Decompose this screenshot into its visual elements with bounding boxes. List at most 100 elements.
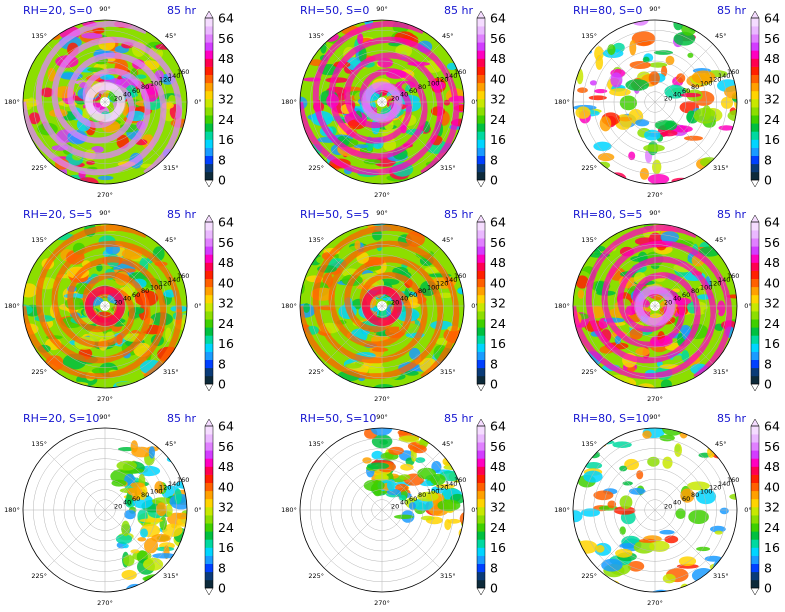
colorbar-swatch bbox=[205, 482, 213, 492]
colorbar-tick-label: 48 bbox=[218, 51, 234, 66]
angle-tick-label: 45° bbox=[715, 440, 727, 448]
colorbar-tick-label: 40 bbox=[764, 479, 780, 494]
angle-tick-label: 45° bbox=[165, 440, 177, 448]
colorbar-swatch bbox=[477, 359, 485, 369]
radial-tick-label: 40 bbox=[400, 295, 408, 303]
colorbar-swatch bbox=[477, 50, 485, 59]
colorbar-swatch bbox=[205, 434, 213, 443]
radial-tick-label: 140 bbox=[168, 72, 180, 80]
angle-tick-label: 135° bbox=[308, 440, 324, 448]
angle-tick-label: 315° bbox=[440, 164, 456, 172]
colorbar-swatch bbox=[477, 270, 485, 279]
colorbar-tick-label: 16 bbox=[218, 132, 234, 147]
colorbar: 0 8 16 24 32 40 48 56 64 bbox=[476, 418, 506, 596]
colorbar-swatch bbox=[205, 343, 213, 352]
colorbar-swatch bbox=[477, 115, 485, 124]
radial-tick-label: 100 bbox=[700, 283, 712, 291]
colorbar-tick-label: 56 bbox=[490, 235, 506, 250]
radial-tick-label: 120 bbox=[436, 280, 448, 288]
angle-tick-label: 270° bbox=[647, 599, 663, 607]
polar-panel: 20 40 60 80 10012014016090°45°0°315°270°225°… bbox=[554, 4, 780, 199]
radial-tick-label: 20 bbox=[391, 502, 399, 510]
angle-tick-label: 135° bbox=[31, 440, 47, 448]
angle-tick-label: 225° bbox=[581, 368, 597, 376]
colorbar-swatch bbox=[751, 539, 759, 548]
radial-tick-label: 80 bbox=[691, 287, 699, 295]
colorbar-swatch bbox=[751, 515, 759, 524]
colorbar-swatch bbox=[477, 155, 485, 165]
colorbar-tick-label: 32 bbox=[764, 500, 780, 515]
panel-title: RH=20, S=5 bbox=[23, 208, 92, 221]
angle-tick-label: 225° bbox=[31, 164, 47, 172]
angle-tick-label: 180° bbox=[281, 302, 297, 310]
colorbar-swatch bbox=[751, 254, 759, 263]
angle-tick-label: 315° bbox=[440, 572, 456, 580]
panel-title: RH=50, S=5 bbox=[300, 208, 369, 221]
angle-tick-label: 315° bbox=[163, 164, 179, 172]
colorbar-swatch bbox=[751, 139, 759, 148]
colorbar-swatch bbox=[205, 466, 213, 475]
radial-tick-label: 100 bbox=[427, 79, 439, 87]
colorbar-swatch bbox=[477, 563, 485, 573]
angle-tick-label: 315° bbox=[163, 572, 179, 580]
angle-tick-label: 180° bbox=[554, 506, 570, 514]
angle-tick-label: 270° bbox=[97, 599, 113, 607]
angle-tick-label: 0° bbox=[744, 302, 751, 310]
colorbar-swatch bbox=[751, 26, 759, 35]
polar-panel: 20 40 60 80 10012014016090°45°0°315°270°225°… bbox=[4, 412, 234, 607]
colorbar-tick-label: 24 bbox=[764, 112, 780, 127]
colorbar-swatch bbox=[477, 367, 485, 377]
colorbar-swatch bbox=[751, 270, 759, 279]
radial-tick-label: 100 bbox=[150, 487, 162, 495]
radial-tick-label: 60 bbox=[132, 291, 140, 299]
colorbar-swatch bbox=[477, 507, 485, 516]
colorbar-swatch bbox=[477, 34, 485, 43]
colorbar-swatch bbox=[751, 319, 759, 328]
colorbar-swatch bbox=[205, 458, 213, 467]
colorbar-tick-label: 24 bbox=[218, 520, 234, 535]
colorbar-swatch bbox=[477, 230, 485, 239]
colorbar-swatch bbox=[205, 303, 213, 312]
colorbar-tick-label: 64 bbox=[764, 215, 780, 230]
colorbar: 0 8 16 24 32 40 48 56 64 bbox=[750, 214, 780, 392]
radial-tick-label: 80 bbox=[418, 287, 426, 295]
radial-tick-label: 40 bbox=[673, 499, 681, 507]
colorbar-tick-label: 8 bbox=[490, 560, 498, 575]
colorbar-swatch bbox=[751, 563, 759, 573]
colorbar-tick-label: 48 bbox=[764, 51, 780, 66]
field-layer bbox=[110, 440, 187, 592]
polar-panel: 20 40 60 80 10012014016090°45°0°315°270°225°… bbox=[281, 412, 506, 607]
angle-tick-label: 225° bbox=[31, 572, 47, 580]
colorbar-swatch bbox=[751, 238, 759, 247]
colorbar-swatch bbox=[751, 230, 759, 239]
colorbar-tick-label: 8 bbox=[490, 152, 498, 167]
radial-tick-label: 120 bbox=[159, 280, 171, 288]
colorbar-tick-label: 64 bbox=[490, 419, 506, 434]
panel-time: 85 hr bbox=[444, 208, 473, 221]
colorbar-swatch bbox=[751, 367, 759, 377]
colorbar-tick-label: 0 bbox=[490, 581, 498, 596]
colorbar-tick-label: 40 bbox=[764, 275, 780, 290]
colorbar-swatch bbox=[205, 254, 213, 263]
colorbar-swatch bbox=[205, 539, 213, 548]
angle-tick-label: 180° bbox=[4, 98, 20, 106]
colorbar-swatch bbox=[205, 523, 213, 532]
radial-tick-label: 140 bbox=[718, 72, 730, 80]
angle-tick-label: 225° bbox=[308, 368, 324, 376]
radial-tick-label: 80 bbox=[418, 83, 426, 91]
polar-panel: 20 40 60 80 10012014016090°45°0°315°270°225°… bbox=[554, 412, 780, 607]
colorbar-swatch bbox=[751, 450, 759, 459]
colorbar-swatch bbox=[477, 555, 485, 564]
radial-tick-label: 160 bbox=[177, 476, 189, 484]
colorbar-swatch bbox=[751, 426, 759, 435]
colorbar-swatch bbox=[205, 507, 213, 516]
colorbar-tick-label: 8 bbox=[218, 152, 226, 167]
colorbar-tick-label: 56 bbox=[490, 439, 506, 454]
colorbar-tick-label: 56 bbox=[218, 235, 234, 250]
angle-tick-label: 315° bbox=[713, 368, 729, 376]
colorbar-tick-label: 40 bbox=[490, 479, 506, 494]
angle-tick-label: 225° bbox=[308, 164, 324, 172]
colorbar-swatch bbox=[205, 246, 213, 255]
colorbar-swatch bbox=[205, 270, 213, 279]
colorbar-swatch bbox=[751, 286, 759, 296]
